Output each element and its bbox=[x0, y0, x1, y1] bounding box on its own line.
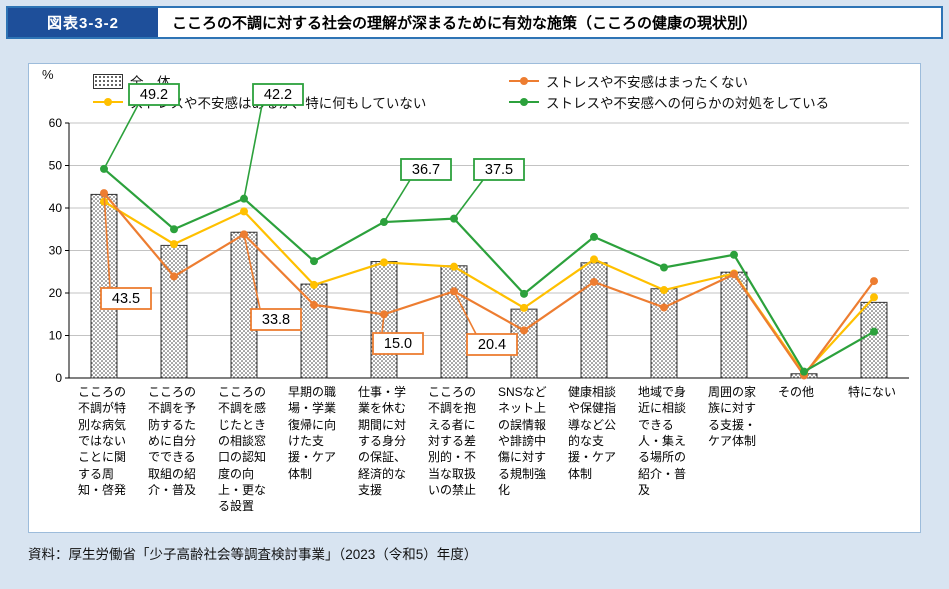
total-bar bbox=[300, 283, 328, 379]
x-axis-label: その他 bbox=[778, 385, 815, 399]
callout-value: 15.0 bbox=[384, 336, 412, 352]
data-point-marker bbox=[520, 303, 528, 312]
line-series bbox=[103, 168, 875, 374]
data-point-marker bbox=[870, 327, 878, 336]
x-axis-label: こころの不調を予防するために自分でできる取組の紹介・普及 bbox=[148, 385, 197, 497]
figure-header: 図表3-3-2 こころの不調に対する社会の理解が深まるために有効な施策（こころの… bbox=[6, 6, 943, 39]
legend-item-stress-coping: ストレスや不安感への何らかの対処をしている bbox=[509, 92, 829, 112]
data-point-marker bbox=[590, 255, 598, 264]
data-point-marker bbox=[520, 289, 528, 298]
data-point-marker bbox=[660, 303, 668, 312]
callout-leader-line bbox=[453, 290, 477, 335]
callout-value: 42.2 bbox=[264, 87, 292, 103]
y-axis-tick-label: 20 bbox=[49, 286, 63, 300]
data-point-marker bbox=[450, 262, 458, 271]
x-axis-label: 早期の職場・学業復帰に向けた支援・ケア体制 bbox=[288, 385, 337, 481]
x-axis-label: 仕事・学業を休む期間に対する身分の保証、経済的な支援 bbox=[358, 385, 407, 497]
data-point-marker bbox=[520, 326, 528, 335]
callout-value: 49.2 bbox=[140, 87, 168, 103]
yellow-line-swatch-icon bbox=[93, 96, 123, 109]
data-point-marker bbox=[800, 367, 808, 376]
y-axis-tick-label: 50 bbox=[49, 159, 63, 173]
x-axis-label: 健康相談や保健指導など公的な支援・ケア体制 bbox=[568, 385, 617, 481]
legend-label-no-stress: ストレスや不安感はまったくない bbox=[546, 75, 748, 90]
data-point-marker bbox=[310, 257, 318, 266]
callout-leader-line bbox=[453, 179, 484, 220]
callout-value: 43.5 bbox=[112, 291, 140, 307]
data-point-marker bbox=[380, 258, 388, 267]
callout-box bbox=[473, 158, 525, 181]
data-point-marker bbox=[170, 240, 178, 249]
x-axis-label: 周囲の家族に対する支援・ケア体制 bbox=[708, 385, 757, 448]
callout-box bbox=[466, 333, 518, 356]
figure-title: こころの不調に対する社会の理解が深まるために有効な施策（こころの健康の現状別） bbox=[172, 15, 758, 32]
data-point-marker bbox=[590, 277, 598, 286]
x-axis-label: こころの不調を感じたときの相談窓口の認知度の向上・更なる設置 bbox=[218, 385, 267, 514]
callout-box bbox=[250, 308, 302, 331]
data-point-marker bbox=[870, 277, 878, 286]
total-bar bbox=[230, 231, 258, 379]
callout-box bbox=[252, 83, 304, 106]
callout-leader-line bbox=[103, 104, 139, 170]
data-point-marker bbox=[170, 272, 178, 281]
data-point-marker bbox=[730, 270, 738, 279]
total-bar bbox=[90, 193, 118, 379]
data-point-marker bbox=[730, 250, 738, 259]
total-bar bbox=[720, 271, 748, 379]
chart-canvas: 0 10 20 30 40 50 60 49.2 43.5 42.2 33.8 36.7 15.0 37.… bbox=[49, 83, 909, 384]
x-axis-label: 特にない bbox=[848, 385, 897, 399]
callout-leader-line bbox=[103, 193, 111, 289]
figure-number: 図表3-3-2 bbox=[8, 8, 158, 37]
legend-label-stress-coping: ストレスや不安感への何らかの対処をしている bbox=[546, 96, 830, 111]
y-axis-tick-label: 40 bbox=[49, 201, 63, 215]
callout-leader-line bbox=[383, 179, 411, 223]
y-axis-unit-label: % bbox=[42, 67, 54, 82]
x-axis-label: こころの不調を抱える者に対する差別的・不当な取扱いの禁止 bbox=[428, 385, 477, 497]
dotted-bar-swatch-icon bbox=[93, 73, 123, 89]
data-point-marker bbox=[660, 286, 668, 295]
green-line-swatch-icon bbox=[509, 96, 539, 109]
callout-value: 33.8 bbox=[262, 312, 290, 328]
total-bar bbox=[440, 265, 468, 379]
data-point-marker bbox=[450, 287, 458, 296]
data-point-marker bbox=[310, 280, 318, 289]
data-point-marker bbox=[660, 263, 668, 272]
callout-box bbox=[372, 332, 424, 355]
callout-box bbox=[400, 158, 452, 181]
y-axis-tick-label: 0 bbox=[55, 371, 62, 384]
data-point-marker bbox=[170, 225, 178, 234]
callout-value: 37.5 bbox=[485, 162, 513, 178]
callout-box bbox=[100, 287, 152, 310]
line-series bbox=[103, 192, 875, 378]
x-axis-label: こころの不調が特別な病気ではないことに関する周知・啓発 bbox=[78, 385, 127, 497]
callout-box bbox=[128, 83, 180, 106]
x-axis-label: 地域で身近に相談できる人・集える場所の紹介・普及 bbox=[638, 385, 687, 497]
y-axis-tick-label: 60 bbox=[49, 116, 63, 130]
callout-leader-line bbox=[243, 104, 263, 199]
legend-item-no-stress: ストレスや不安感はまったくない bbox=[509, 71, 748, 91]
data-point-marker bbox=[310, 300, 318, 309]
y-axis-tick-label: 30 bbox=[49, 244, 63, 258]
callout-leader-line bbox=[243, 234, 261, 310]
data-point-marker bbox=[590, 232, 598, 241]
total-bar bbox=[860, 301, 888, 379]
x-axis-label: SNSなどネット上の誤情報や誹謗中傷に対する規制強化 bbox=[498, 385, 547, 497]
callout-leader-line bbox=[381, 314, 385, 334]
callout-value: 36.7 bbox=[412, 162, 440, 178]
y-axis-tick-label: 10 bbox=[49, 329, 63, 343]
orange-line-swatch-icon bbox=[509, 75, 539, 88]
data-point-marker bbox=[870, 293, 878, 302]
chart-panel: % 全 体 ストレスや不安感はまったくない ストレスや不安感はあるが、特に何もし… bbox=[28, 63, 921, 533]
callout-value: 20.4 bbox=[478, 337, 506, 353]
data-point-marker bbox=[240, 207, 248, 216]
source-note: 資料：厚生労働省「少子高齢社会等調査検討事業」（2023（令和5）年度） bbox=[28, 547, 478, 562]
